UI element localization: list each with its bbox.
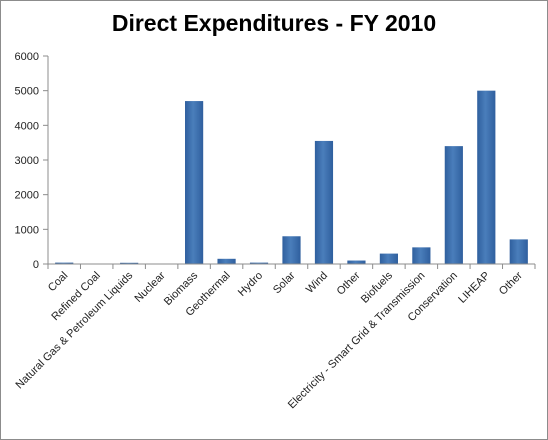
x-category-label: Other bbox=[335, 269, 363, 297]
bar bbox=[379, 253, 398, 264]
bar bbox=[185, 101, 204, 264]
bar bbox=[249, 262, 269, 264]
x-category-label: Other bbox=[497, 269, 525, 297]
x-category-label: Coal bbox=[46, 270, 70, 294]
x-category-label: Hydro bbox=[236, 270, 265, 299]
y-tick-label: 1000 bbox=[15, 224, 39, 236]
y-tick-label: 3000 bbox=[15, 155, 39, 167]
bar bbox=[282, 236, 301, 264]
bar bbox=[347, 260, 366, 264]
y-tick-label: 4000 bbox=[15, 120, 39, 132]
y-axis: 0 1000 2000 3000 4000 5000 6000 bbox=[15, 51, 49, 271]
x-category-label: Natural Gas & Petroleum Liquids bbox=[14, 269, 136, 391]
bar bbox=[412, 247, 431, 264]
y-tick-label: 6000 bbox=[15, 51, 39, 63]
y-tick-label: 5000 bbox=[15, 86, 39, 98]
y-tick-label: 0 bbox=[33, 259, 39, 271]
bar bbox=[314, 140, 334, 264]
chart-title: Direct Expenditures - FY 2010 bbox=[111, 10, 437, 36]
bar bbox=[120, 262, 139, 264]
y-tick-label: 2000 bbox=[15, 190, 39, 202]
bar bbox=[477, 90, 496, 265]
x-category-label: LIHEAP bbox=[456, 270, 492, 306]
bar bbox=[55, 262, 74, 264]
bars bbox=[55, 90, 528, 265]
bar bbox=[509, 239, 528, 264]
bar bbox=[217, 258, 236, 264]
x-category-label: Wind bbox=[304, 270, 330, 296]
bar bbox=[444, 146, 463, 264]
x-category-label: Solar bbox=[271, 269, 298, 296]
